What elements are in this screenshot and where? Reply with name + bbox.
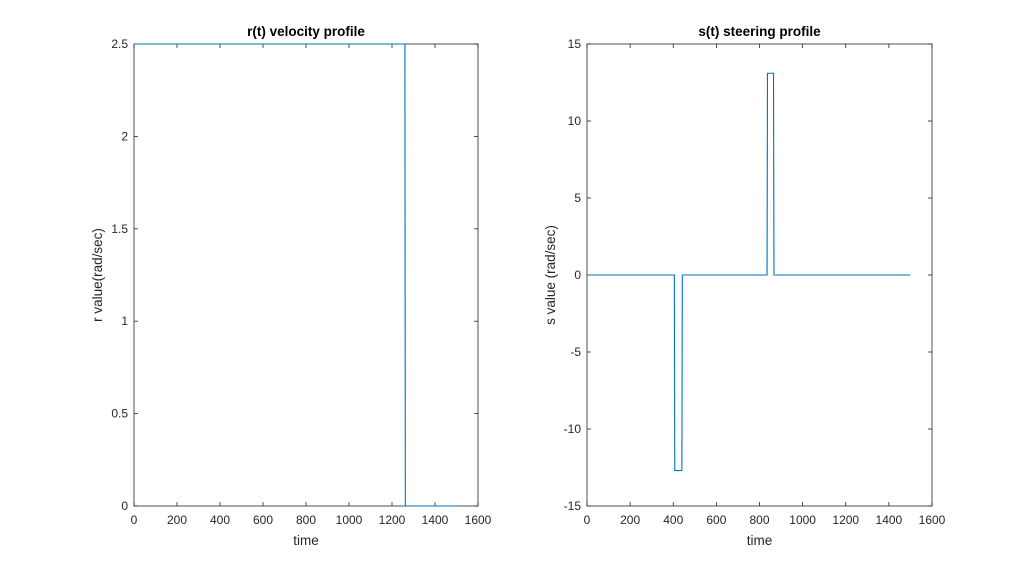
y-tick-label: -5 xyxy=(570,345,581,359)
x-tick-label: 1200 xyxy=(379,513,406,527)
x-tick-label: 800 xyxy=(296,513,316,527)
y-tick-label: 1.5 xyxy=(111,222,128,236)
y-tick-label: -15 xyxy=(564,499,582,513)
series-line xyxy=(134,43,457,507)
x-tick-label: 200 xyxy=(620,513,640,527)
x-tick-label: 400 xyxy=(210,513,230,527)
x-tick-label: 0 xyxy=(131,513,138,527)
x-tick-label: 1200 xyxy=(832,513,859,527)
x-tick-label: 800 xyxy=(749,513,769,527)
y-tick-label: 2.5 xyxy=(111,37,128,51)
chart-title: s(t) steering profile xyxy=(698,24,821,39)
x-tick-label: 400 xyxy=(663,513,683,527)
steering-profile-chart: 0 200 400 600 800 1000 1200 1400 1600 -15 -10 -5 0 5 1… xyxy=(543,24,946,548)
x-tick-label: 1000 xyxy=(336,513,363,527)
y-tick-label: 2 xyxy=(121,129,128,143)
x-axis-label: time xyxy=(293,533,319,548)
y-tick-label: 0 xyxy=(121,499,128,513)
x-tick-label: 1400 xyxy=(876,513,903,527)
x-tick-label: 1600 xyxy=(919,513,946,527)
velocity-profile-chart: 0 200 400 600 800 1000 1200 1400 1600 0 0.5 1 1.5 2 2.… xyxy=(90,24,492,548)
x-tick-label: 1000 xyxy=(789,513,816,527)
x-tick-label: 600 xyxy=(253,513,273,527)
series-line xyxy=(587,72,911,472)
x-tick-label: 200 xyxy=(167,513,187,527)
x-tick-label: 1400 xyxy=(422,513,449,527)
plot-area xyxy=(133,43,479,507)
y-axis-label: s value (rad/sec) xyxy=(543,225,558,325)
x-tick-label: 1600 xyxy=(465,513,492,527)
x-tick-label: 600 xyxy=(706,513,726,527)
y-tick-label: 15 xyxy=(568,37,582,51)
y-tick-label: 0 xyxy=(574,268,581,282)
chart-title: r(t) velocity profile xyxy=(247,24,365,39)
y-tick-label: 10 xyxy=(568,114,582,128)
y-tick-label: 0.5 xyxy=(111,407,128,421)
y-axis-label: r value(rad/sec) xyxy=(90,228,105,322)
x-tick-label: 0 xyxy=(584,513,591,527)
y-tick-label: 1 xyxy=(121,314,128,328)
y-tick-label: -10 xyxy=(564,422,582,436)
x-axis-label: time xyxy=(747,533,773,548)
y-tick-label: 5 xyxy=(574,191,581,205)
